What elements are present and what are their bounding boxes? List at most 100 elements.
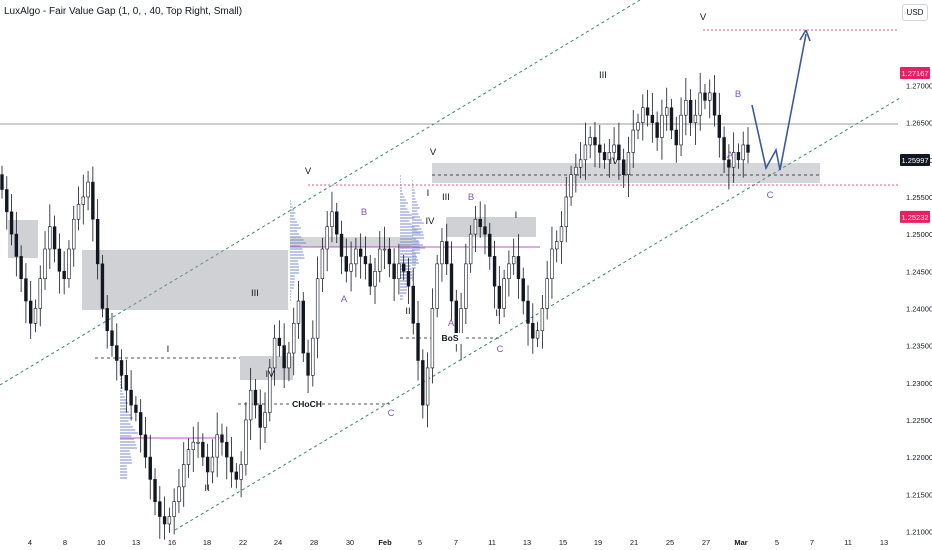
candle	[95, 199, 100, 280]
svg-text:1.27167: 1.27167	[901, 69, 928, 78]
candle	[741, 131, 745, 178]
candle	[277, 320, 282, 357]
candle	[368, 254, 372, 296]
candle	[378, 231, 382, 283]
candle	[172, 488, 176, 535]
volume-bar	[290, 269, 300, 271]
volume-bar	[400, 193, 404, 195]
svg-text:III: III	[251, 288, 259, 299]
candles	[0, 72, 750, 540]
y-tick-label: 1.24500	[906, 267, 932, 276]
x-tick-label: Mar	[734, 538, 747, 547]
candle	[574, 153, 578, 193]
volume-bar	[120, 438, 134, 440]
svg-text:A: A	[448, 318, 455, 329]
volume-bar	[400, 232, 421, 234]
candle	[645, 89, 650, 127]
candle	[320, 237, 325, 293]
candle	[143, 416, 148, 469]
candle	[660, 99, 664, 160]
volume-bar	[412, 276, 413, 278]
candle	[688, 89, 693, 137]
volume-bar	[290, 266, 299, 268]
svg-text:1.25997: 1.25997	[901, 156, 928, 165]
candle	[555, 230, 559, 263]
candle	[201, 433, 205, 467]
candle	[239, 451, 243, 498]
volume-bar	[412, 216, 421, 218]
price-tags: 1.27167 1.25997 1.25232	[900, 67, 930, 223]
candle	[578, 141, 583, 179]
svg-text:IV: IV	[610, 156, 620, 167]
candle	[292, 307, 296, 376]
x-tick-label: 5	[775, 538, 779, 547]
candle	[607, 138, 612, 178]
volume-bar	[120, 420, 129, 422]
wave-label-iii: III	[599, 70, 607, 81]
candle	[583, 122, 588, 180]
candle	[153, 468, 157, 516]
volume-bar	[412, 249, 420, 251]
volume-bar	[400, 208, 408, 210]
x-tick-label: 28	[310, 538, 318, 547]
candle	[263, 392, 267, 443]
volume-bar	[290, 275, 295, 277]
volume-bar	[400, 229, 418, 231]
y-tick-label: 1.27000	[906, 81, 932, 90]
volume-bar	[400, 214, 412, 216]
candle	[57, 233, 62, 294]
candle	[497, 266, 502, 325]
candle	[382, 226, 387, 270]
wave-label-a: A	[448, 318, 455, 329]
volume-bar	[412, 207, 420, 209]
candle	[468, 225, 473, 273]
candle	[430, 288, 435, 384]
volume-bar	[412, 255, 417, 257]
volume-bar	[120, 417, 133, 419]
volume-bar	[400, 175, 401, 177]
candle	[258, 389, 262, 450]
volume-bar	[120, 462, 132, 464]
candle	[698, 72, 702, 131]
y-axis: 1.270001.265001.260001.255001.250001.245…	[906, 81, 932, 536]
fvg-zone	[82, 250, 288, 310]
candle	[210, 439, 215, 484]
candle	[19, 245, 23, 293]
volume-profiles	[120, 175, 540, 479]
currency-button[interactable]: USD	[902, 4, 928, 21]
candle	[526, 285, 530, 346]
volume-bar	[412, 240, 419, 242]
volume-bar	[120, 459, 132, 461]
svg-text:III: III	[442, 192, 450, 203]
candle	[650, 92, 655, 143]
candle	[282, 323, 286, 388]
volume-bar	[290, 251, 304, 253]
volume-bar	[120, 375, 121, 377]
candle	[229, 437, 234, 488]
volume-bar	[400, 190, 402, 192]
volume-bar	[120, 474, 128, 476]
y-tick-label: 1.23500	[906, 342, 932, 351]
indicator-label: LuxAlgo - Fair Value Gap (1, 0, , 40, To…	[4, 6, 243, 17]
svg-text:II: II	[495, 308, 500, 319]
candle	[588, 126, 592, 159]
svg-text:I: I	[427, 188, 430, 199]
x-tick-label: 5	[418, 538, 422, 547]
candle	[636, 113, 640, 139]
wave-label-iii: III	[251, 288, 259, 299]
candle	[301, 292, 305, 362]
candle	[191, 426, 195, 472]
candle	[703, 83, 707, 110]
volume-bar	[412, 261, 417, 263]
x-tick-label: 18	[203, 538, 211, 547]
volume-bar	[400, 199, 407, 201]
volume-bar	[400, 262, 419, 264]
candle	[631, 110, 635, 168]
candle	[684, 78, 688, 136]
x-axis: 4 8 10 13 16 18 22 24 28 30 Feb 5 7 11 13 15 19 21 25 27 Mar…	[28, 538, 888, 547]
svg-text:IV: IV	[266, 369, 276, 380]
svg-text:B: B	[468, 192, 474, 203]
candle	[115, 323, 119, 381]
